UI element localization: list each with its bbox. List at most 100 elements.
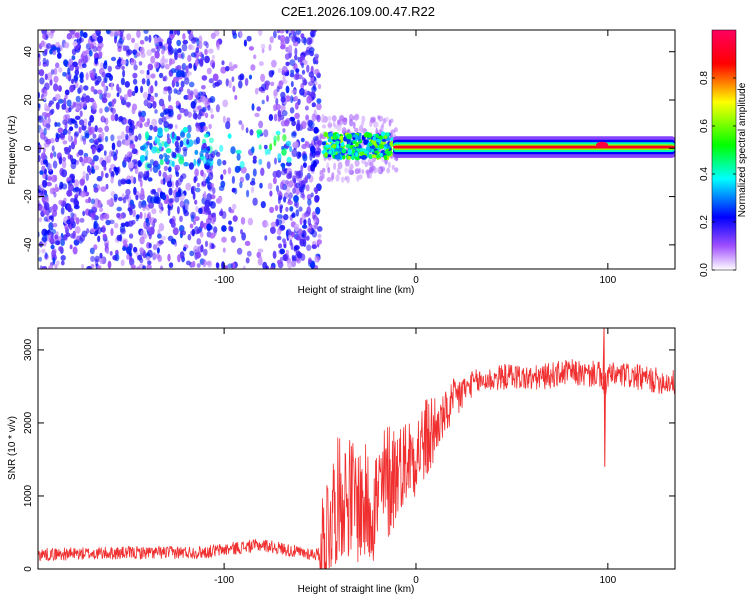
spectrogram-cell — [314, 150, 321, 156]
spectrogram-cell — [156, 44, 161, 52]
spectrogram-cell — [87, 125, 92, 133]
spectrogram-cell — [71, 78, 74, 85]
spectrogram-cell — [151, 146, 157, 154]
spectrogram-cell — [218, 210, 224, 217]
spectrogram-cell — [364, 150, 369, 154]
spectrogram-cell — [111, 99, 115, 108]
spectrogram-cell — [365, 169, 371, 176]
spectrogram-cell — [195, 47, 200, 54]
spectrogram-cell — [273, 113, 278, 122]
spectrogram-cell — [277, 153, 282, 162]
spectrogram-cell — [216, 158, 222, 167]
spectrogram-cell — [177, 254, 181, 263]
spectrogram-cell — [293, 141, 299, 149]
spectrogram-cell — [288, 44, 293, 54]
spectrogram-cell — [80, 76, 84, 84]
spectrogram-cell — [72, 187, 77, 193]
spectrogram-cell — [311, 102, 316, 108]
spectrogram-cell — [294, 112, 300, 119]
spectrogram-cell — [160, 235, 167, 241]
snr-y-tick-label: 0 — [23, 566, 34, 572]
spectrogram-cell — [366, 132, 373, 138]
spectrogram-cell — [336, 144, 340, 149]
spectrogram-cell — [82, 31, 88, 39]
spectrogram-cell — [245, 127, 249, 134]
spectrogram-cell — [212, 187, 216, 195]
spectrogram-cell — [175, 191, 180, 198]
spectrogram-cell — [177, 177, 182, 186]
spectrogram-cell — [71, 178, 75, 184]
spectrogram-cell — [225, 65, 230, 72]
spectrogram-cell — [263, 129, 269, 138]
spectrogram-cell — [299, 186, 305, 193]
spectrogram-cell — [162, 171, 167, 179]
spectrogram-cell — [287, 230, 293, 236]
spectrogram-cell — [280, 103, 286, 112]
spectrogram-cell — [150, 55, 156, 64]
spectrogram-cell — [194, 176, 198, 182]
spectrogram-cell — [60, 260, 65, 266]
spectrogram-cell — [139, 46, 145, 55]
spectrogram-cell — [154, 35, 158, 45]
spectrogram-cell — [55, 260, 60, 266]
spectrogram-x-axis-label: Height of straight line (km) — [298, 285, 415, 296]
spectrogram-cell — [227, 263, 234, 269]
spectrogram-cell — [249, 129, 254, 136]
spectrogram-cell — [57, 85, 62, 92]
spectrogram-cell — [42, 180, 48, 188]
spectrogram-cell — [250, 186, 255, 194]
snr-x-tick-label: 100 — [600, 575, 617, 586]
spectrogram-cell — [279, 181, 285, 190]
spectrogram-cell — [136, 266, 141, 269]
spectrogram-y-axis-label: Frequency (Hz) — [7, 116, 18, 185]
spectrogram-cell — [346, 138, 351, 143]
spectrogram-cell — [285, 179, 289, 185]
spectrogram-cell — [279, 205, 283, 214]
spectrogram-cell — [74, 69, 80, 76]
spectrogram-cell — [308, 71, 314, 78]
spectrogram-cell — [264, 235, 268, 241]
spectrogram-cell — [101, 136, 104, 142]
spectrogram-cell — [306, 95, 312, 104]
spectrogram-cell — [193, 88, 198, 96]
spectrogram-cell — [268, 43, 272, 52]
spectrogram-cell — [153, 125, 158, 132]
spectrogram-cell — [196, 238, 202, 245]
spectrogram-cell — [44, 73, 48, 81]
spectrogram-cell — [266, 161, 271, 170]
spectrogram-cell — [121, 36, 126, 41]
spectrogram-cell — [202, 177, 206, 186]
spectrogram-cell — [332, 134, 338, 140]
spectrogram-cell — [158, 170, 162, 177]
spectrogram-cell — [282, 79, 288, 84]
spectrogram-cell — [69, 244, 73, 250]
spectrogram-cell — [222, 160, 227, 166]
spectrogram-cell — [202, 96, 208, 105]
spectrogram-cell — [102, 233, 107, 239]
spectrogram-cell — [122, 239, 127, 246]
spectrogram-cell — [58, 199, 63, 205]
spectrogram-cell — [261, 99, 265, 105]
spectrogram-cell — [301, 69, 306, 75]
spectrogram-cell — [56, 122, 61, 127]
spectrogram-cell — [276, 30, 281, 34]
spectrogram-cell — [158, 41, 163, 47]
spectrogram-cell — [125, 125, 130, 134]
spectrogram-cell — [75, 105, 80, 111]
spectrogram-cell — [41, 30, 48, 35]
spectrogram-cell — [208, 137, 214, 144]
spectrogram-cell — [231, 76, 235, 82]
spectrogram-cell — [317, 83, 322, 90]
spectrogram-cell — [54, 187, 60, 193]
spectrogram-cell — [154, 80, 158, 87]
spectrogram-cell — [291, 148, 298, 158]
spectrogram-cell — [247, 217, 254, 226]
snr-frame — [37, 327, 676, 570]
spectrogram-cell — [154, 61, 160, 69]
spectrogram-cell — [125, 101, 132, 107]
spectrogram-cell — [231, 187, 236, 193]
spectrogram-cell — [279, 30, 285, 34]
spectrogram-cell — [62, 156, 67, 162]
spectrogram-cell — [38, 184, 44, 191]
spectrogram-cell — [139, 179, 143, 188]
